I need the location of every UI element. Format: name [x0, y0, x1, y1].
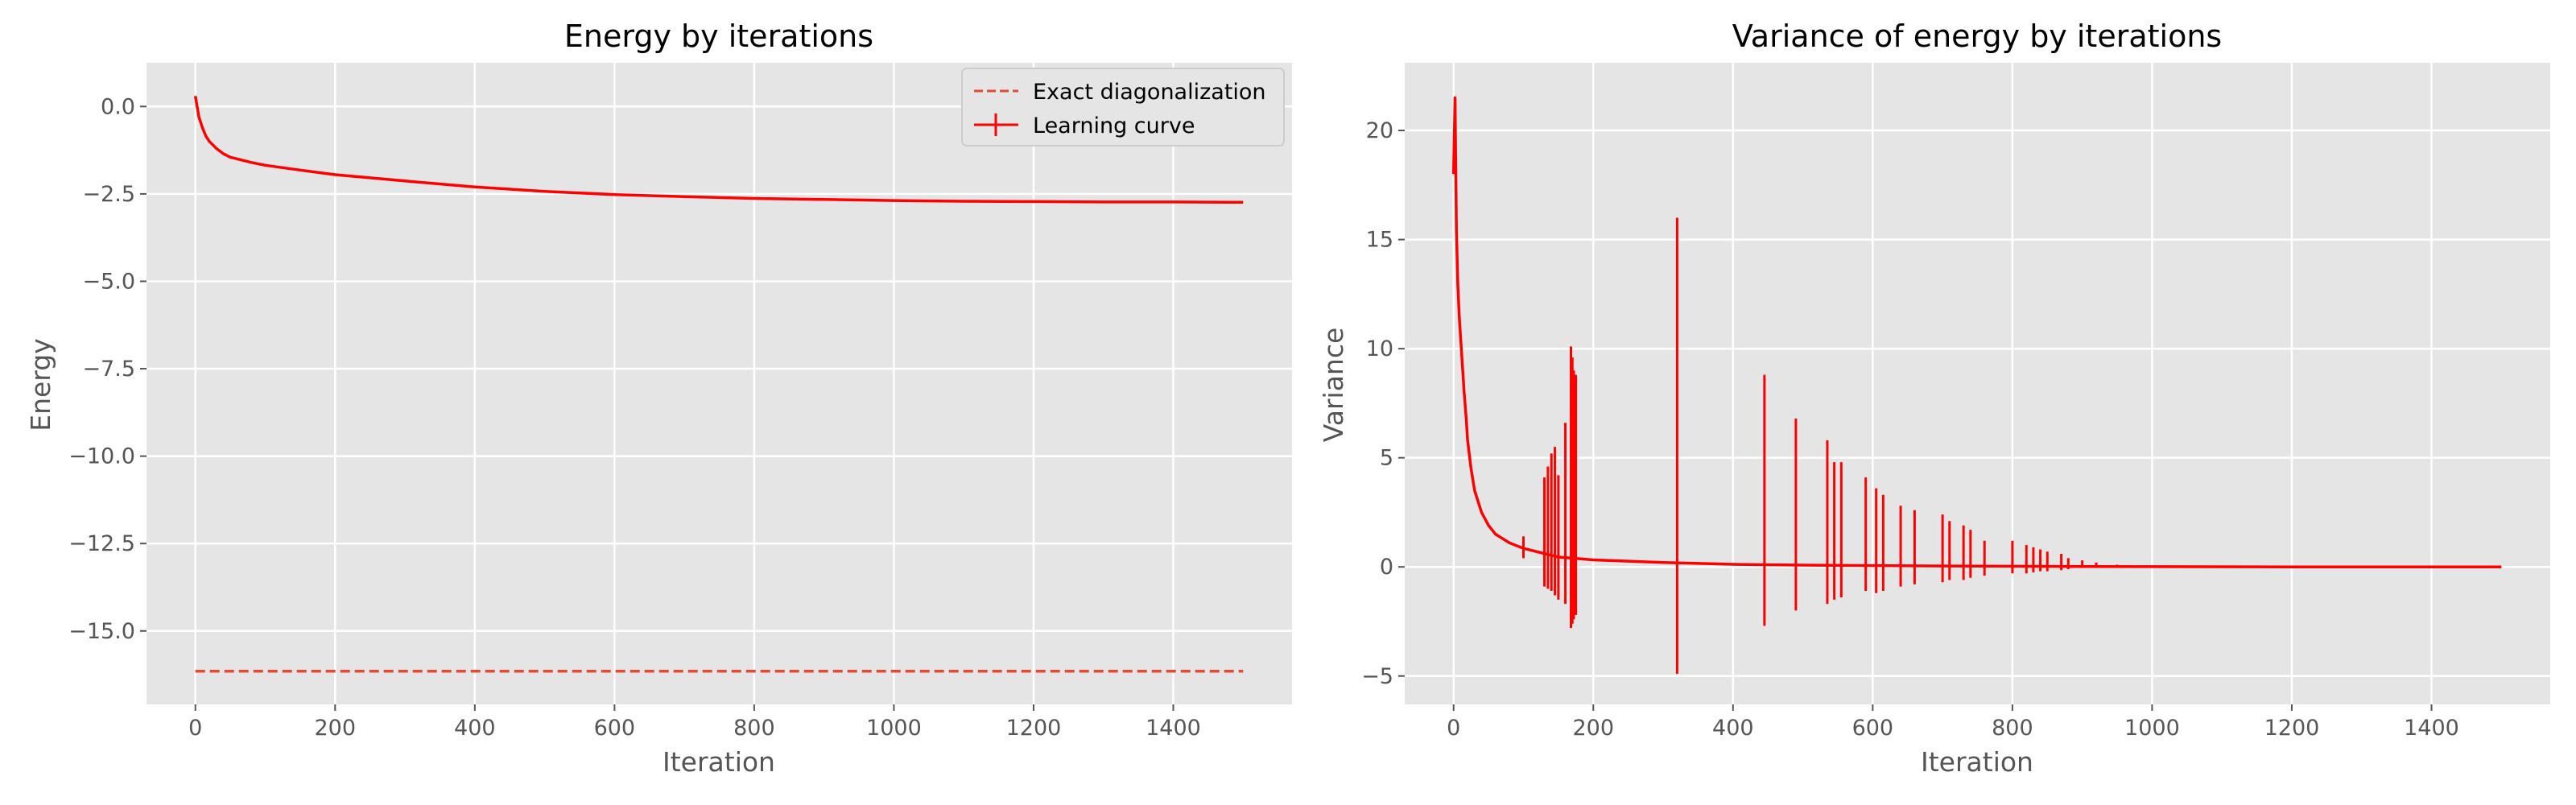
- y-tick-label: 0: [1380, 555, 1393, 580]
- x-tick-label: 1000: [2124, 716, 2180, 741]
- x-tick-label: 1400: [1146, 716, 1201, 741]
- y-tick-label: 0.0: [101, 94, 135, 119]
- y-tick-label: −15.0: [68, 619, 135, 644]
- energy-y-axis-label: Energy: [25, 338, 56, 431]
- energy-legend: Exact diagonalization Learning curve: [961, 68, 1285, 147]
- y-tick-label: −5: [1361, 664, 1393, 689]
- y-tick-label: −2.5: [82, 182, 135, 207]
- variance-plot-area: [1405, 63, 2550, 704]
- x-tick-label: 1200: [2264, 716, 2320, 741]
- y-tick-label: 20: [1366, 118, 1393, 143]
- variance-x-ticks: 0 200 400 600 800 1000 1200 1400: [1447, 704, 2459, 741]
- learning-curve-line: [193, 96, 1244, 204]
- x-tick-label: 800: [1992, 716, 2033, 741]
- x-tick-label: 600: [594, 716, 636, 741]
- variance-chart-title: Variance of energy by iterations: [1732, 19, 2222, 54]
- x-tick-label: 0: [188, 716, 202, 741]
- x-tick-label: 400: [454, 716, 496, 741]
- y-tick-label: −5.0: [82, 269, 135, 294]
- energy-chart-title: Energy by iterations: [564, 19, 873, 54]
- energy-data-marks: [193, 96, 1244, 673]
- x-tick-label: 400: [1712, 716, 1754, 741]
- variance-chart: 0 200 400 600 800 1000 1200 1400 −5 0 5 10 15 20 Var…: [1318, 19, 2550, 778]
- x-tick-label: 200: [315, 716, 357, 741]
- energy-gridlines: [147, 63, 1292, 704]
- x-tick-label: 1000: [866, 716, 922, 741]
- variance-gridlines: [1405, 63, 2550, 704]
- legend-box: [961, 68, 1285, 147]
- x-tick-label: 0: [1447, 716, 1460, 741]
- variance-data-marks: [1451, 96, 2502, 675]
- x-tick-label: 600: [1852, 716, 1894, 741]
- energy-x-ticks: 0 200 400 600 800 1000 1200 1400: [188, 704, 1201, 741]
- energy-chart: 0 200 400 600 800 1000 1200 1400 0.0 −2.5 −5.0 −7.…: [25, 19, 1292, 778]
- energy-y-ticks: 0.0 −2.5 −5.0 −7.5 −10.0 −12.5 −15.0: [68, 94, 147, 644]
- y-tick-label: 10: [1366, 336, 1393, 361]
- y-tick-label: −7.5: [82, 357, 135, 382]
- y-tick-label: 5: [1380, 446, 1393, 471]
- y-tick-label: 15: [1366, 228, 1393, 253]
- y-tick-label: −10.0: [68, 444, 135, 469]
- energy-x-axis-label: Iteration: [663, 746, 775, 778]
- x-tick-label: 1200: [1006, 716, 1062, 741]
- energy-plot-area: [147, 63, 1292, 704]
- y-tick-label: −12.5: [68, 531, 135, 556]
- variance-y-ticks: −5 0 5 10 15 20: [1361, 118, 1405, 689]
- x-tick-label: 800: [733, 716, 775, 741]
- x-tick-label: 200: [1573, 716, 1615, 741]
- variance-y-axis-label: Variance: [1318, 328, 1349, 443]
- legend-entry-exact-diagonalization: Exact diagonalization: [1033, 80, 1266, 105]
- series-line: [1451, 96, 2502, 568]
- x-tick-label: 1400: [2404, 716, 2459, 741]
- variance-x-axis-label: Iteration: [1921, 746, 2033, 778]
- legend-entry-learning-curve: Learning curve: [1033, 114, 1195, 138]
